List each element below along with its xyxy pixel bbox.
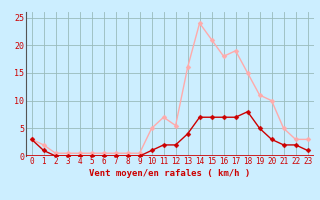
X-axis label: Vent moyen/en rafales ( km/h ): Vent moyen/en rafales ( km/h ) bbox=[89, 169, 250, 178]
